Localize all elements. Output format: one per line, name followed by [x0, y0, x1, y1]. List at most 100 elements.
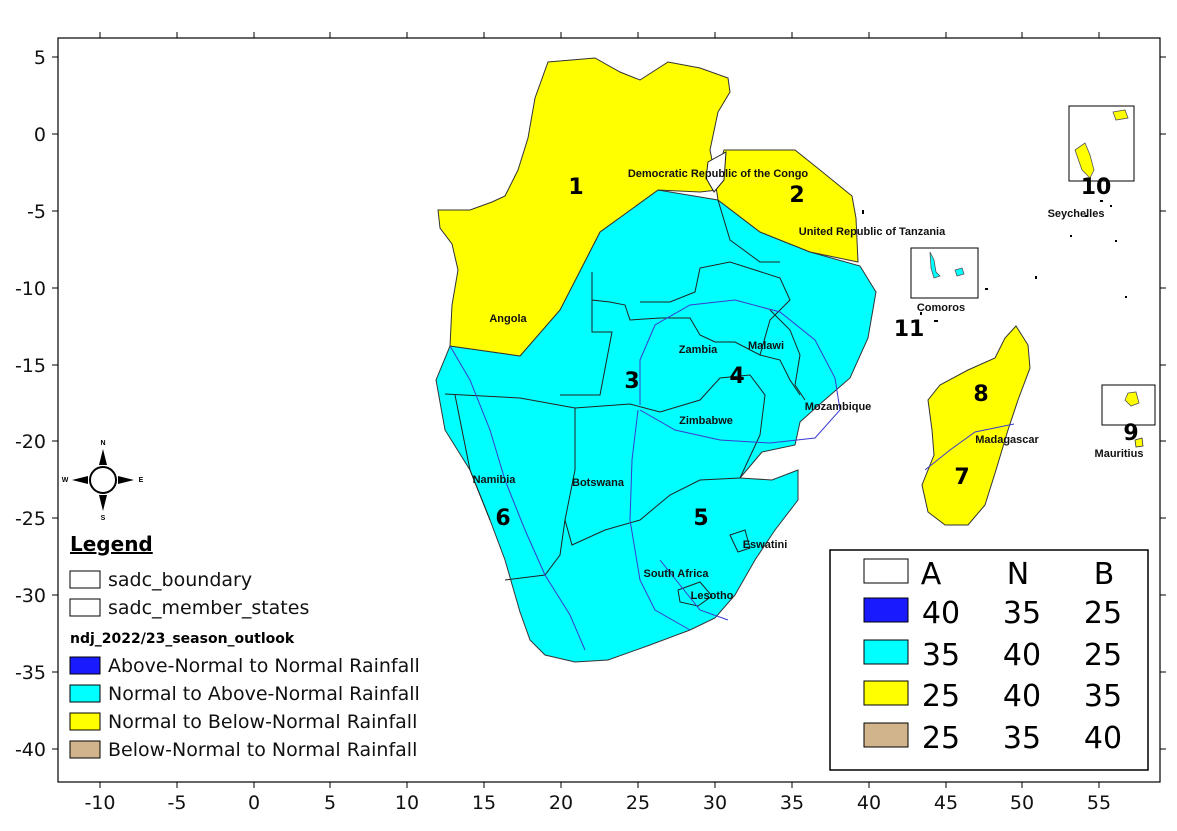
mauritius-shape	[1124, 391, 1140, 407]
seychelles-shape	[1074, 142, 1095, 179]
legend-swatch-above-normal	[69, 656, 101, 675]
prob-cell: 40	[1003, 638, 1041, 673]
legend-swatch-below-normal	[69, 740, 101, 759]
x-tick-label: 20	[549, 792, 573, 814]
x-tick-label: 30	[703, 792, 727, 814]
prob-cell: 25	[922, 721, 960, 756]
legend-swatch-normal-below	[69, 712, 101, 731]
zone-label: 5	[693, 506, 708, 531]
compass-w: W	[62, 477, 69, 484]
y-tick-label: -25	[15, 508, 46, 530]
zone-divider-lines	[449, 299, 841, 651]
x-tick-label: -5	[168, 792, 187, 814]
x-tick-label: 0	[248, 792, 260, 814]
label-comoros: Comoros	[917, 302, 965, 314]
comoros-shape-small	[954, 267, 965, 277]
y-tick-label: -30	[15, 585, 46, 607]
label-mauritius: Mauritius	[1095, 448, 1144, 460]
zone-label: 8	[973, 382, 988, 407]
x-tick-label: 5	[324, 792, 336, 814]
madagascar-zone-divider	[924, 423, 1015, 471]
legend-swatch-boundary	[69, 570, 101, 589]
lake-area	[705, 151, 727, 193]
zone-label: 4	[729, 364, 744, 389]
y-tick-label: -15	[15, 355, 46, 377]
legend-category-normal-above: Normal to Above-Normal Rainfall	[108, 683, 420, 705]
legend-member-states: sadc_member_states	[108, 597, 309, 619]
legend-category-above-normal: Above-Normal to Normal Rainfall	[108, 655, 420, 677]
legend-category-below-normal: Below-Normal to Normal Rainfall	[108, 739, 417, 761]
prob-header-b: B	[1094, 557, 1115, 592]
mauritius-dot	[1134, 437, 1144, 448]
legend-boundary: sadc_boundary	[108, 569, 252, 591]
y-tick-label: -40	[15, 739, 46, 761]
label-seychelles: Seychelles	[1048, 208, 1105, 220]
prob-cell: 25	[1084, 638, 1122, 673]
label-eswatini: Eswatini	[743, 539, 788, 551]
prob-header-swatch	[863, 558, 909, 584]
compass-e: E	[139, 477, 144, 484]
legend-layer-name: ndj_2022/23_season_outlook	[70, 631, 295, 647]
prob-swatch-row3	[863, 680, 909, 706]
prob-cell: 35	[1003, 721, 1041, 756]
prob-header-n: N	[1007, 557, 1029, 592]
compass-s: S	[101, 515, 106, 522]
label-mozambique: Mozambique	[805, 401, 872, 413]
legend-swatch-normal-above	[69, 684, 101, 703]
y-tick-label: 5	[34, 47, 46, 69]
prob-header-a: A	[921, 557, 942, 592]
label-angola: Angola	[489, 313, 527, 325]
label-madagascar: Madagascar	[975, 434, 1039, 446]
label-south-africa: South Africa	[644, 568, 710, 580]
prob-cell: 35	[1003, 596, 1041, 631]
x-tick-label: 55	[1087, 792, 1111, 814]
zone-label: 10	[1081, 175, 1112, 200]
probability-table: A N B 40 35 25 35 40 25 25 40 35 25 35 4…	[829, 549, 1149, 771]
x-tick-label: 25	[626, 792, 650, 814]
x-tick-label: 40	[857, 792, 881, 814]
prob-cell: 40	[922, 596, 960, 631]
mauritius-inset	[1101, 384, 1156, 426]
prob-swatch-row2	[863, 639, 909, 665]
y-tick-label: -10	[15, 278, 46, 300]
y-tick-label: -35	[15, 662, 46, 684]
legend-title: Legend	[70, 532, 153, 556]
zone-label: 7	[954, 465, 969, 490]
tick-marks	[52, 32, 1166, 788]
zone-label: 9	[1123, 421, 1138, 446]
label-tanzania: United Republic of Tanzania	[799, 226, 946, 238]
label-namibia: Namibia	[473, 474, 517, 486]
label-malawi: Malawi	[748, 340, 784, 352]
seychelles-shape-small	[1112, 109, 1129, 121]
prob-swatch-row1	[863, 597, 909, 623]
label-drc: Democratic Republic of the Congo	[628, 168, 809, 180]
zone-label: 6	[495, 506, 510, 531]
country-borders	[444, 199, 806, 607]
zone-label: 11	[894, 317, 925, 342]
prob-cell: 25	[1084, 596, 1122, 631]
region-normal-to-below-normal-zone2	[714, 149, 859, 263]
prob-cell: 25	[922, 679, 960, 714]
prob-cell: 40	[1003, 679, 1041, 714]
legend-category-normal-below: Normal to Below-Normal Rainfall	[108, 711, 417, 733]
prob-cell: 35	[922, 638, 960, 673]
prob-swatch-row4	[863, 722, 909, 748]
x-tick-label: -10	[84, 792, 115, 814]
comoros-shape	[929, 251, 941, 279]
x-tick-label: 45	[934, 792, 958, 814]
x-tick-label: 35	[780, 792, 804, 814]
label-zimbabwe: Zimbabwe	[679, 415, 733, 427]
x-tick-label: 10	[395, 792, 419, 814]
zone-label: 3	[624, 369, 639, 394]
comoros-inset	[910, 247, 979, 299]
label-botswana: Botswana	[572, 477, 625, 489]
x-tick-label: 50	[1010, 792, 1034, 814]
compass-icon: N S W E	[62, 440, 144, 522]
island-specks	[862, 200, 1127, 322]
y-tick-label: -20	[15, 431, 46, 453]
zone-label: 1	[568, 175, 583, 200]
x-tick-label: 15	[472, 792, 496, 814]
y-tick-label: 0	[34, 124, 46, 146]
prob-cell: 40	[1084, 721, 1122, 756]
